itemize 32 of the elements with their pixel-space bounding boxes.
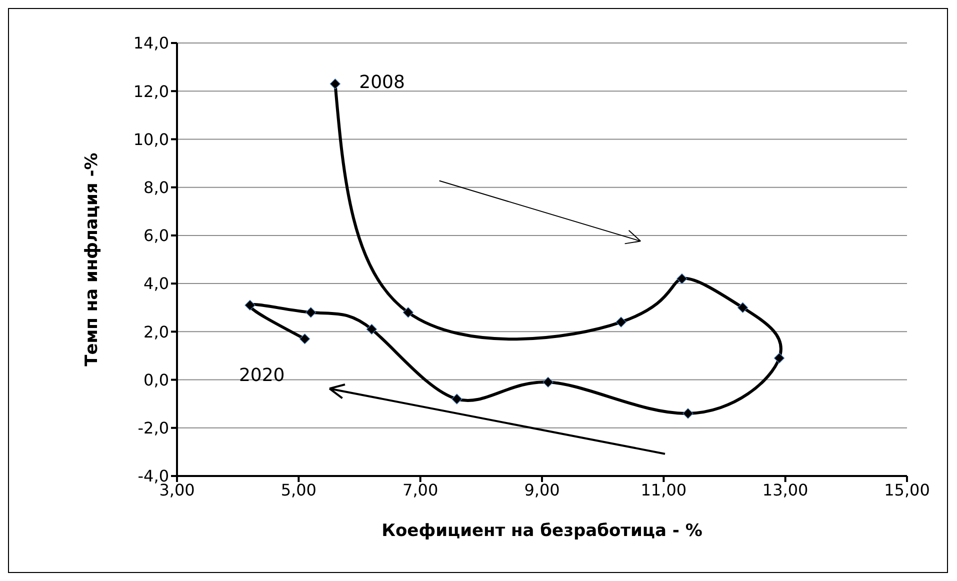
x-tick-label: 7,00 [402,480,438,500]
point [542,376,554,388]
y-axis-title: Темп на инфлация -% [82,152,102,366]
y-tick-label: 6,0 [144,226,169,246]
point [244,300,256,311]
point [366,324,377,335]
point [616,316,626,328]
y-tick-label: 4,0 [144,274,169,294]
x-tick-label: 13,00 [762,480,808,500]
point [299,334,310,344]
y-tick-label: 12,0 [133,82,169,101]
y-tick-label: 0,0 [144,370,169,390]
y-tick-label: 10,0 [133,130,169,149]
point [682,408,694,419]
x-tick-label: 5,00 [280,480,316,500]
y-tick-label: 8,0 [144,178,169,198]
point [330,78,340,90]
x-tick-label: 15,00 [884,480,930,500]
x-tick-label: 9,00 [524,480,560,500]
point [774,352,785,364]
x-tick-label: 11,00 [640,480,687,500]
point [306,307,316,318]
point [452,394,462,404]
y-tick-label: 14,0 [133,34,169,53]
point [737,302,748,313]
y-tick-label: 2,0 [144,322,169,342]
point [402,307,414,318]
x-axis-title: Коефициент на безработица - % [382,521,702,541]
annotation: 2020 [238,364,285,386]
y-tick-label: -2,0 [138,418,169,438]
annotation: 2008 [359,72,405,93]
point [676,273,688,284]
